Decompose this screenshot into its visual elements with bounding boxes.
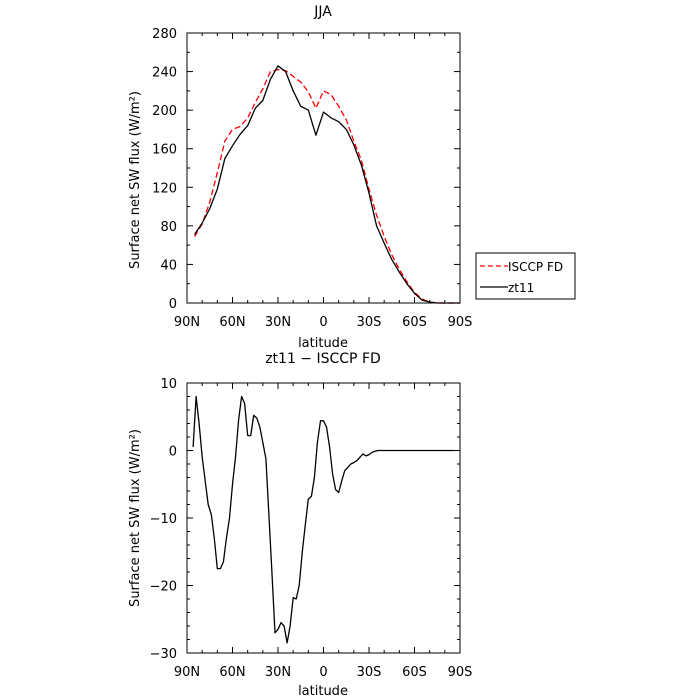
- x-tick-label: 60N: [219, 665, 245, 680]
- x-tick-label: 30S: [357, 315, 382, 330]
- x-tick-label: 90N: [174, 665, 200, 680]
- axis-ticks: [186, 382, 461, 654]
- chart-title: zt11 − ISCCP FD: [265, 351, 381, 367]
- x-tick-label: 30N: [265, 315, 291, 330]
- y-tick-label: 10: [160, 377, 177, 392]
- x-tick-label: 90N: [174, 315, 200, 330]
- tick-labels: 90N 60N 30N 0 30S 60S 90S −30 −20 −10 0 10: [150, 377, 473, 680]
- series-layer: [194, 65, 460, 304]
- x-tick-label: 0: [319, 665, 327, 680]
- flux-panel: JJA 90N 60N 30N 0 30S 60S 90S 0 40 80 120 160 200 240…: [128, 4, 472, 351]
- legend-label-isccp: ISCCP FD: [508, 260, 563, 274]
- series-line-difference: [192, 395, 454, 644]
- chart-title: JJA: [313, 4, 332, 20]
- legend-box: [475, 252, 576, 300]
- x-tick-label: 90S: [448, 665, 473, 680]
- x-axis-label: latitude: [298, 336, 348, 351]
- series-line-zt11: [194, 65, 460, 304]
- y-tick-label: 120: [152, 181, 177, 196]
- series-line-isccp-fd: [194, 68, 460, 304]
- axis-ticks: [186, 32, 461, 304]
- series-layer: [192, 395, 454, 644]
- y-tick-label: −20: [150, 580, 177, 595]
- y-tick-label: 280: [152, 27, 177, 42]
- difference-panel: zt11 − ISCCP FD 90N 60N 30N 0 30S 60S 90S −30 −2…: [128, 351, 472, 699]
- x-tick-label: 0: [319, 315, 327, 330]
- y-tick-label: 200: [152, 104, 177, 119]
- legend-label-zt11: zt11: [508, 281, 534, 295]
- plot-frame: [186, 382, 461, 654]
- tick-labels: 90N 60N 30N 0 30S 60S 90S 0 40 80 120 160 200 240 280: [152, 27, 472, 330]
- y-axis-label: Surface net SW flux (W/m²): [128, 91, 143, 269]
- x-tick-label: 30N: [265, 665, 291, 680]
- legend: ISCCP FD zt11: [475, 252, 576, 300]
- y-tick-label: 0: [169, 445, 177, 460]
- y-tick-label: 0: [169, 297, 177, 312]
- y-tick-label: −10: [150, 512, 177, 527]
- y-tick-label: −30: [150, 647, 177, 662]
- y-tick-label: 40: [160, 258, 177, 273]
- x-tick-label: 60S: [402, 315, 427, 330]
- x-axis-label: latitude: [298, 684, 348, 699]
- plot-frame: [186, 32, 461, 304]
- x-tick-label: 60N: [219, 315, 245, 330]
- y-tick-label: 160: [152, 143, 177, 158]
- x-tick-label: 90S: [448, 315, 473, 330]
- y-axis-label: Surface net SW flux (W/m²): [128, 429, 143, 607]
- x-tick-label: 30S: [357, 665, 382, 680]
- y-tick-label: 80: [160, 220, 177, 235]
- x-tick-label: 60S: [402, 665, 427, 680]
- y-tick-label: 240: [152, 66, 177, 81]
